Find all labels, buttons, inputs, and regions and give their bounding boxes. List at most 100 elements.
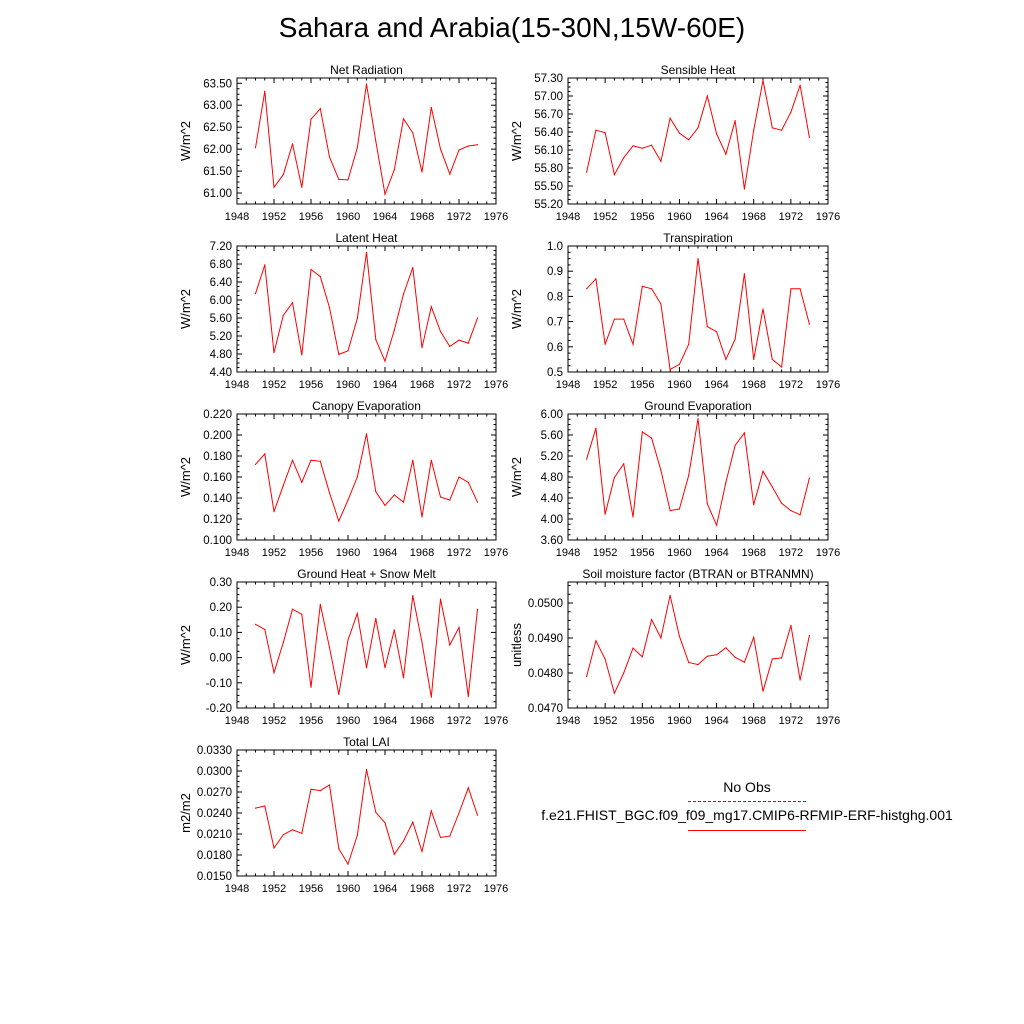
data-point xyxy=(467,695,469,698)
x-tick-label: 1960 xyxy=(667,379,691,391)
data-point xyxy=(264,628,266,631)
data-point xyxy=(310,118,312,120)
data-point xyxy=(743,273,746,275)
data-point xyxy=(476,608,479,610)
y-tick-label: 0.5 xyxy=(547,367,563,379)
data-point xyxy=(264,264,266,266)
chart-title: Net Radiation xyxy=(330,63,403,77)
data-point xyxy=(301,481,303,483)
data-point xyxy=(347,863,349,865)
data-point xyxy=(402,118,405,120)
x-tick-label: 1964 xyxy=(373,547,397,559)
plot-frame xyxy=(567,581,829,709)
data-point xyxy=(356,612,358,615)
data-point xyxy=(439,330,442,333)
y-tick-label: 63.00 xyxy=(203,100,232,112)
x-tick-label: 1948 xyxy=(556,379,580,391)
data-point xyxy=(641,147,643,149)
data-point xyxy=(356,147,358,149)
y-tick-label: 55.80 xyxy=(534,163,563,175)
data-point xyxy=(771,127,773,129)
data-point xyxy=(328,784,331,786)
data-point xyxy=(586,675,588,678)
y-tick-label: 0.00 xyxy=(210,653,232,665)
x-tick-label: 1964 xyxy=(704,211,728,223)
data-point xyxy=(799,84,801,86)
x-tick-label: 1952 xyxy=(593,715,617,727)
data-point xyxy=(310,268,312,270)
x-tick-label: 1976 xyxy=(484,211,508,223)
data-point xyxy=(412,595,414,597)
plot-frame xyxy=(236,245,497,373)
data-point xyxy=(301,832,303,834)
data-point xyxy=(697,664,699,666)
chart-title: Latent Heat xyxy=(335,231,398,245)
data-point xyxy=(660,303,662,305)
data-point xyxy=(310,686,312,688)
data-point xyxy=(734,338,736,340)
chart-title: Transpiration xyxy=(663,231,733,245)
y-tick-label: 0.0180 xyxy=(197,850,232,862)
y-tick-label: 0.160 xyxy=(203,472,232,484)
data-point xyxy=(790,510,792,512)
data-point xyxy=(449,173,451,175)
data-point xyxy=(660,160,662,162)
x-tick-label: 1968 xyxy=(410,715,434,727)
x-tick-label: 1968 xyxy=(410,379,434,391)
data-point xyxy=(660,469,662,471)
y-tick-label: 5.60 xyxy=(210,313,232,325)
x-tick-label: 1976 xyxy=(484,883,508,895)
y-tick-label: 0.10 xyxy=(210,627,232,639)
chart-panel: Sensible Heat W/m^2 1948 1952 1956 1960 1964 19… xyxy=(509,63,840,223)
data-point xyxy=(762,470,764,472)
series-line xyxy=(586,595,810,695)
y-axis-label: W/m^2 xyxy=(509,289,524,329)
chart-panel: Canopy Evaporation W/m^2 1948 1952 1956 1960 1… xyxy=(178,399,508,559)
data-point xyxy=(365,251,368,253)
data-point xyxy=(613,692,616,694)
data-point xyxy=(678,508,681,510)
data-point xyxy=(365,83,368,85)
data-point xyxy=(439,496,442,498)
y-tick-label: 0.8 xyxy=(547,291,563,303)
y-tick-label: 5.60 xyxy=(541,430,563,442)
y-tick-label: 0.220 xyxy=(203,409,232,421)
data-point xyxy=(264,453,266,455)
data-point xyxy=(393,169,395,171)
y-axis-label: W/m^2 xyxy=(178,457,193,497)
x-tick-label: 1960 xyxy=(336,883,360,895)
data-point xyxy=(688,474,690,476)
data-point xyxy=(291,143,294,145)
data-point xyxy=(790,624,792,627)
data-point xyxy=(412,821,414,823)
x-tick-label: 1972 xyxy=(779,211,803,223)
data-point xyxy=(725,647,727,649)
x-tick-label: 1956 xyxy=(630,547,654,559)
y-tick-label: 56.40 xyxy=(534,127,563,139)
y-tick-label: 57.30 xyxy=(534,73,563,85)
data-point xyxy=(790,288,792,290)
x-tick-label: 1964 xyxy=(373,211,397,223)
data-point xyxy=(799,288,801,290)
x-tick-label: 1976 xyxy=(816,547,840,559)
data-point xyxy=(799,679,801,681)
data-point xyxy=(384,360,386,362)
data-point xyxy=(375,811,377,813)
data-point xyxy=(771,486,773,488)
chart-panel: Latent Heat W/m^2 1948 1952 1956 1960 1964 1968… xyxy=(178,231,508,391)
x-tick-label: 1952 xyxy=(262,379,286,391)
data-point xyxy=(319,108,321,110)
data-point xyxy=(384,822,386,824)
data-point xyxy=(254,807,257,809)
data-point xyxy=(439,836,442,839)
y-tick-label: 5.20 xyxy=(541,451,563,463)
data-point xyxy=(291,302,294,304)
x-tick-label: 1952 xyxy=(262,547,286,559)
y-axis-label: W/m^2 xyxy=(509,457,524,497)
chart-panel: Net Radiation W/m^2 1948 1952 1956 1960 1964 19… xyxy=(178,63,508,223)
y-tick-label: 6.00 xyxy=(541,409,563,421)
data-point xyxy=(595,427,597,429)
data-point xyxy=(725,481,727,483)
x-tick-label: 1960 xyxy=(336,211,360,223)
data-point xyxy=(586,458,588,460)
